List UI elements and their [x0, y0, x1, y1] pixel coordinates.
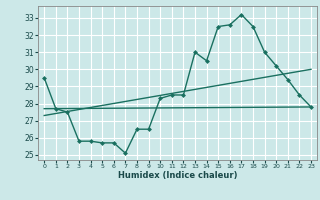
X-axis label: Humidex (Indice chaleur): Humidex (Indice chaleur) — [118, 171, 237, 180]
